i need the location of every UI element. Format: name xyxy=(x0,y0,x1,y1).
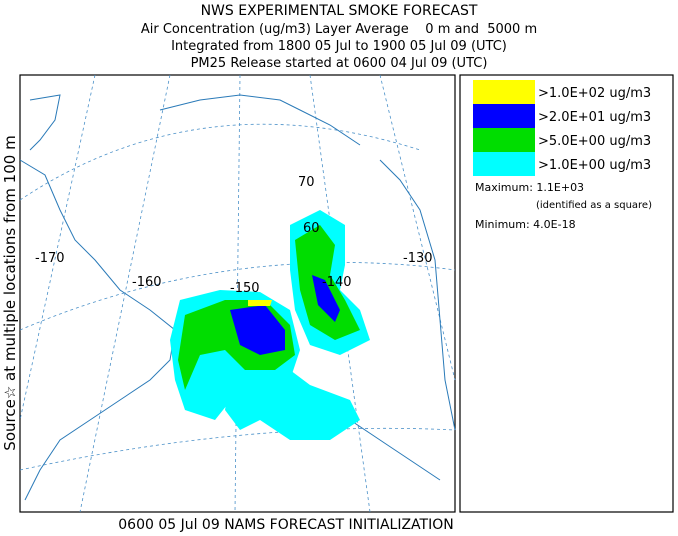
map: -170 -160 -150 -140 -130 70 60 xyxy=(19,74,456,513)
plume-region xyxy=(248,300,272,306)
legend-maximum-note: (identified as a square) xyxy=(536,200,652,211)
legend-label: >1.0E+02 ug/m3 xyxy=(538,86,651,101)
legend-swatch xyxy=(473,104,535,128)
subtitle: Air Concentration (ug/m3) Layer Average … xyxy=(141,22,537,37)
legend-label: >1.0E+00 ug/m3 xyxy=(538,158,651,173)
plume-region xyxy=(295,225,360,340)
map-label: -160 xyxy=(132,275,162,290)
graticule xyxy=(19,74,456,513)
grid-line xyxy=(379,74,456,381)
legend-label: >2.0E+01 ug/m3 xyxy=(538,110,651,125)
legend-minimum: Minimum: 4.0E-18 xyxy=(475,218,576,231)
plume-region xyxy=(230,305,285,355)
map-label: -140 xyxy=(322,275,352,290)
title: NWS EXPERIMENTAL SMOKE FORECAST xyxy=(201,3,478,19)
grid-line xyxy=(19,74,96,421)
legend: Maximum: 1.1E+03 (identified as a square… xyxy=(459,74,674,513)
map-label: 60 xyxy=(303,221,320,236)
legend-swatch xyxy=(473,152,535,176)
grid-line xyxy=(19,123,421,201)
side-label: Source☆ at multiple locations from 100 m xyxy=(1,135,19,450)
grid-line xyxy=(19,427,456,471)
map-label: -130 xyxy=(403,251,433,266)
legend-label: >5.0E+00 ug/m3 xyxy=(538,134,651,149)
subtitle: PM25 Release started at 0600 04 Jul 09 (… xyxy=(191,56,488,71)
grid-line xyxy=(309,74,371,513)
smoke-plume xyxy=(170,210,370,440)
grid-line xyxy=(19,262,456,331)
footer: 0600 05 Jul 09 NAMS FORECAST INITIALIZAT… xyxy=(118,517,453,532)
map-label: -170 xyxy=(35,251,65,266)
map-label: -150 xyxy=(230,281,260,296)
plume-region xyxy=(312,275,340,322)
legend-maximum: Maximum: 1.1E+03 xyxy=(475,181,584,194)
map-labels: -170 -160 -150 -140 -130 70 60 xyxy=(35,175,433,296)
plume-region xyxy=(225,370,360,440)
legend-swatch xyxy=(473,80,535,104)
subtitle: Integrated from 1800 05 Jul to 1900 05 J… xyxy=(171,39,507,54)
map-label: 70 xyxy=(298,175,315,190)
legend-swatch xyxy=(473,128,535,152)
